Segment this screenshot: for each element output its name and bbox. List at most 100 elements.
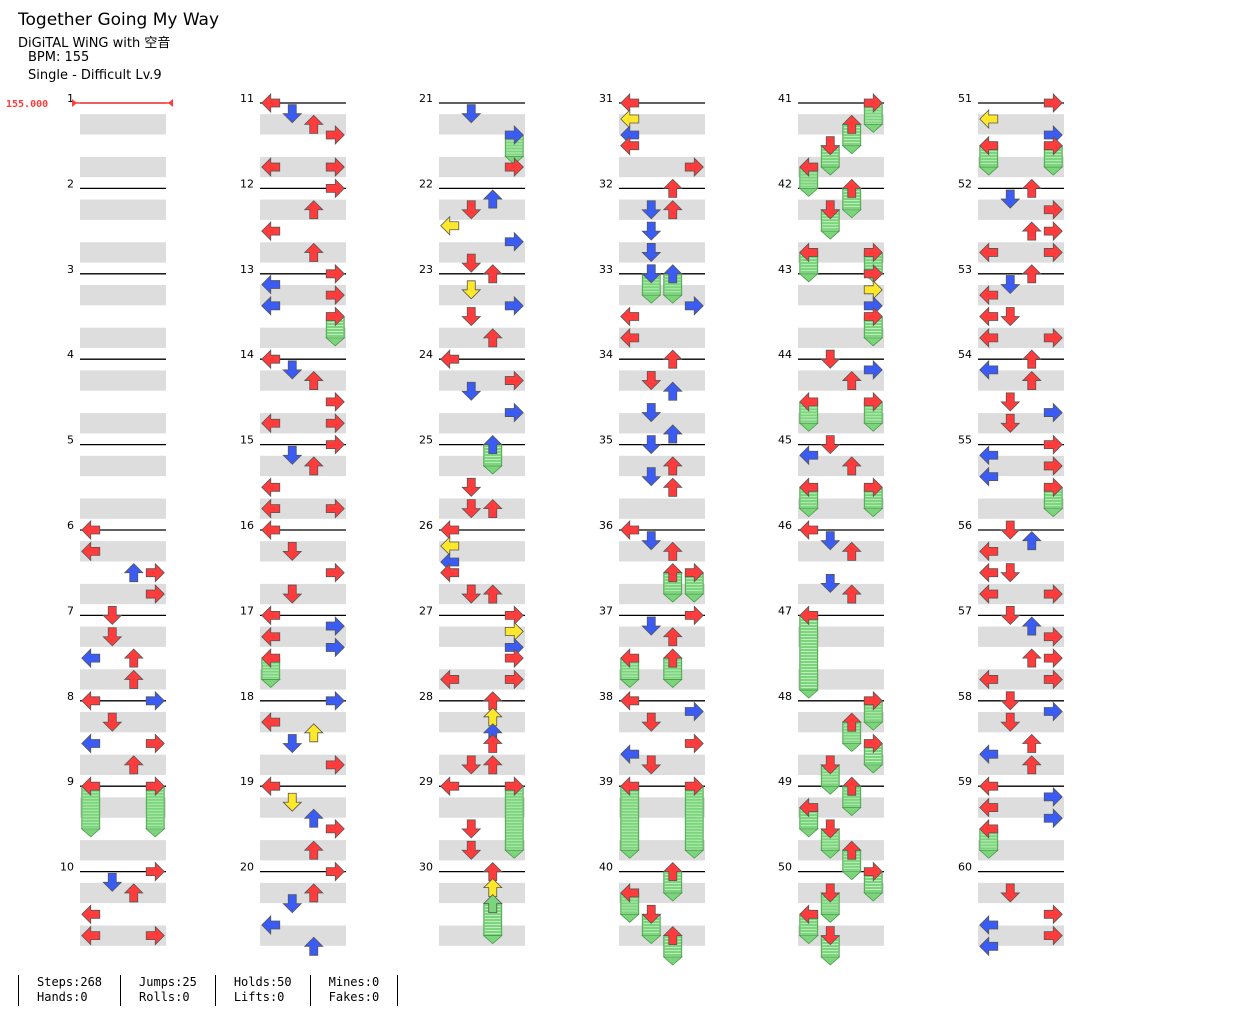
- beat-strip: [798, 327, 884, 349]
- bpm-change-value: 155.000: [6, 99, 48, 110]
- hold-tail: [863, 337, 884, 347]
- note-arrow: [620, 882, 640, 903]
- note-arrow: [81, 904, 101, 925]
- note-arrow: [504, 402, 524, 423]
- hold-tail: [863, 721, 884, 731]
- note-arrow: [145, 562, 165, 583]
- note-arrow: [145, 776, 165, 797]
- measure-number: 31: [599, 92, 613, 105]
- note-arrow: [620, 327, 640, 348]
- measure-number: 58: [958, 690, 972, 703]
- note-arrow: [282, 445, 303, 465]
- note-arrow: [303, 883, 324, 903]
- note-arrow: [123, 563, 144, 583]
- beat-strip: [619, 370, 705, 391]
- hold-tail: [619, 913, 640, 923]
- beat-strip: [439, 882, 525, 904]
- note-arrow: [863, 359, 883, 380]
- note-arrow: [261, 93, 281, 113]
- note-arrow: [102, 627, 123, 647]
- measure-number: 41: [778, 92, 792, 105]
- beat-strip: [260, 882, 346, 904]
- measure-number: 49: [778, 775, 792, 788]
- note-arrow: [461, 477, 482, 497]
- stats-col-2: Jumps:25 Rolls:0: [120, 975, 215, 1006]
- note-arrow: [461, 840, 482, 860]
- beat-strip: [798, 156, 884, 178]
- beat-strip: [978, 413, 1064, 434]
- beat-strip: [798, 242, 884, 263]
- note-arrow: [662, 424, 683, 444]
- beat-strip: [80, 370, 166, 391]
- note-arrow: [325, 690, 345, 711]
- note-arrow: [841, 114, 862, 134]
- note-arrow: [684, 605, 704, 626]
- note-arrow: [482, 755, 503, 775]
- note-arrow: [261, 349, 281, 370]
- note-arrow: [440, 215, 460, 236]
- note-arrow: [979, 466, 999, 487]
- note-arrow: [1021, 648, 1042, 668]
- note-arrow: [461, 499, 482, 519]
- measure-number: 47: [778, 604, 792, 617]
- note-arrow: [303, 242, 324, 262]
- note-arrow: [325, 125, 345, 145]
- measure-number: 26: [419, 519, 433, 532]
- note-arrow: [261, 712, 281, 733]
- note-arrow: [123, 755, 144, 775]
- note-arrow: [1021, 616, 1042, 636]
- hold-tail: [820, 849, 841, 859]
- hold-tail: [978, 849, 999, 859]
- hold-tail: [798, 422, 819, 432]
- beat-strip: [798, 882, 884, 904]
- beat-strip: [260, 754, 346, 776]
- hold-body: [662, 935, 683, 966]
- beat-strip: [798, 711, 884, 733]
- note-arrow: [641, 467, 662, 487]
- step-chart: 1234567891011121314151617181920212223242…: [6, 92, 1064, 966]
- note-arrow: [482, 733, 503, 753]
- note-arrow: [1021, 349, 1042, 369]
- note-arrow: [440, 776, 460, 797]
- beat-strip: [798, 541, 884, 562]
- note-arrow: [863, 93, 883, 113]
- note-arrow: [662, 862, 683, 881]
- note-arrow: [102, 872, 123, 892]
- measure-number: 23: [419, 263, 433, 276]
- measure-number: 5: [67, 434, 74, 447]
- note-arrow: [461, 307, 482, 327]
- note-arrow: [820, 819, 841, 839]
- note-arrow: [799, 520, 819, 540]
- hold-tail: [619, 849, 640, 859]
- hold-tail: [978, 166, 999, 176]
- hold-tail: [863, 123, 884, 133]
- beat-strip: [619, 455, 705, 477]
- measure-number: 48: [778, 690, 792, 703]
- beat-strip: [260, 413, 346, 434]
- note-arrow: [979, 359, 999, 380]
- beat-strip: [619, 541, 705, 562]
- beat-strip: [978, 114, 1064, 135]
- note-arrow: [1021, 178, 1042, 198]
- note-arrow: [325, 861, 345, 882]
- beat-strip: [80, 541, 166, 562]
- beat-strip: [260, 669, 346, 690]
- note-arrow: [482, 691, 503, 711]
- beat-strip: [798, 114, 884, 135]
- measure-number: 11: [240, 92, 254, 105]
- note-arrow: [81, 520, 101, 540]
- note-arrow: [841, 178, 862, 198]
- note-arrow: [282, 360, 303, 380]
- note-arrow: [325, 818, 345, 839]
- note-arrow: [1021, 733, 1042, 753]
- note-arrow: [979, 936, 999, 957]
- note-arrow: [482, 435, 503, 455]
- note-arrow: [979, 562, 999, 583]
- note-arrow: [641, 616, 662, 636]
- hold-tail: [820, 913, 841, 923]
- hold-tail: [798, 188, 819, 197]
- note-arrow: [641, 403, 662, 423]
- hold-tail: [841, 209, 862, 219]
- measure-number: 9: [67, 775, 74, 788]
- note-arrow: [461, 381, 482, 401]
